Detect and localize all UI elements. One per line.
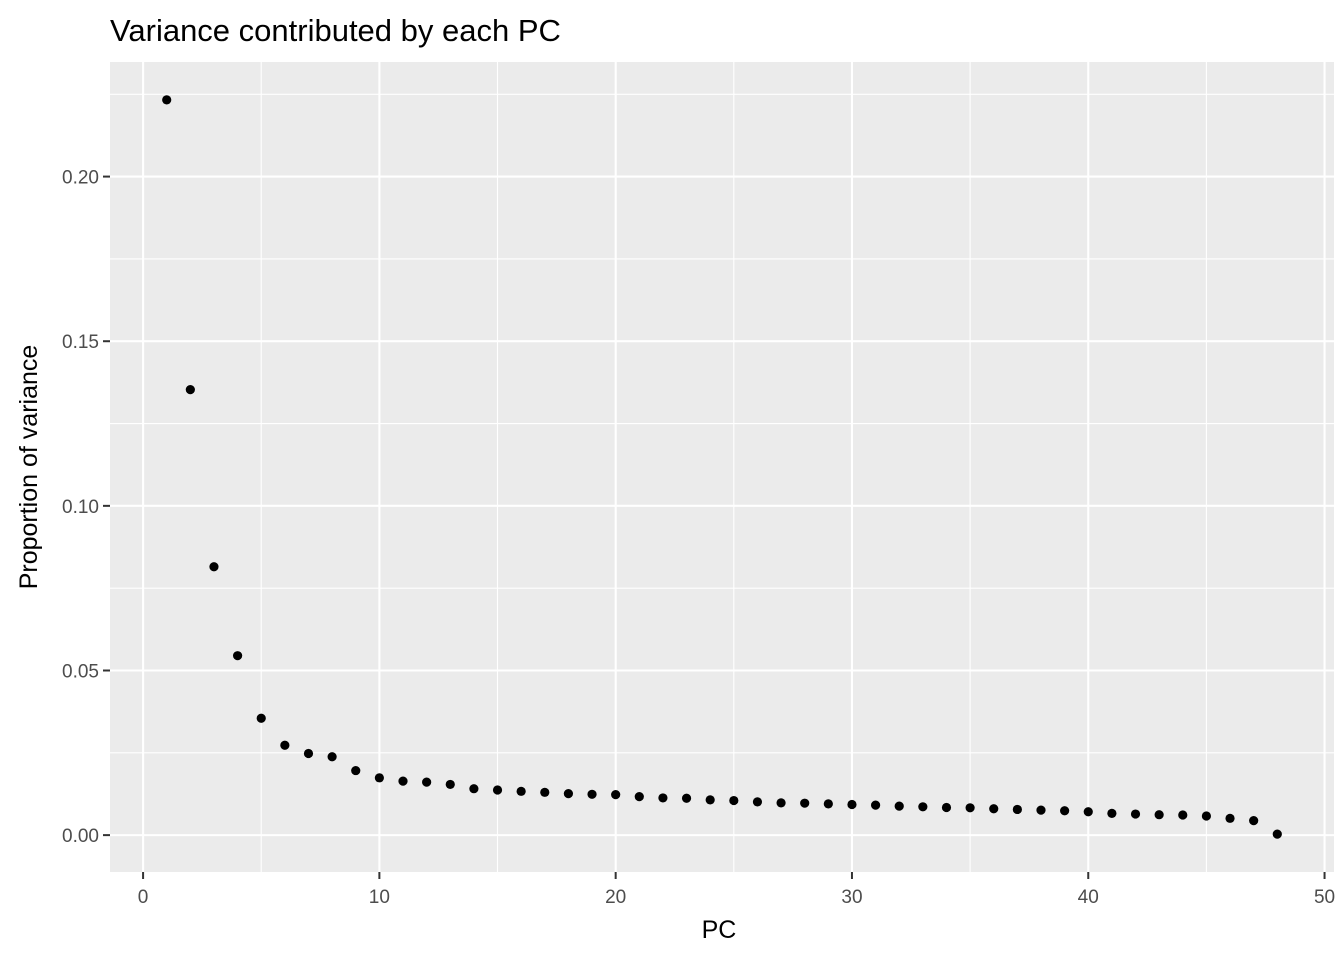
data-point: [634, 791, 644, 802]
chart-title: Variance contributed by each PC: [110, 13, 561, 48]
data-point: [1249, 816, 1259, 826]
data-point: [894, 801, 904, 811]
data-point: [587, 789, 597, 799]
data-point: [280, 740, 290, 750]
y-tick-label: 0.00: [62, 826, 99, 847]
x-tick-label: 0: [138, 887, 149, 908]
data-point: [989, 804, 999, 814]
x-tick-label: 50: [1314, 887, 1335, 908]
data-point: [1130, 809, 1141, 819]
data-point: [1272, 829, 1282, 839]
data-point: [232, 651, 243, 661]
data-point: [611, 790, 621, 800]
data-point: [303, 748, 314, 759]
data-point: [729, 795, 739, 806]
data-point: [1154, 810, 1164, 820]
data-point: [1107, 808, 1117, 818]
data-point: [185, 385, 195, 395]
data-point: [1060, 806, 1070, 816]
y-tick-label: 0.05: [62, 661, 99, 682]
plot-panel: [110, 62, 1334, 872]
data-point: [800, 798, 810, 808]
data-point: [516, 786, 526, 796]
y-tick-label: 0.15: [62, 332, 99, 353]
data-point: [1201, 811, 1212, 821]
y-axis: 0.00 0.05 0.10 0.15 0.20: [62, 168, 110, 847]
data-point: [1083, 807, 1093, 817]
data-point: [1225, 813, 1235, 823]
data-point: [681, 793, 692, 803]
data-point: [752, 797, 763, 807]
data-point: [398, 776, 408, 786]
x-axis-title: PC: [702, 916, 737, 944]
data-points: [162, 95, 1282, 839]
y-axis-title: Proportion of variance: [15, 345, 43, 590]
data-point: [445, 779, 455, 790]
y-tick-label: 0.20: [62, 168, 99, 189]
data-point: [1012, 804, 1022, 815]
data-point: [847, 799, 857, 810]
data-point: [1036, 805, 1046, 815]
data-point: [327, 752, 337, 762]
data-point: [422, 777, 432, 787]
minor-gridlines: [110, 62, 1334, 872]
major-gridlines: [110, 62, 1334, 872]
data-point: [374, 773, 384, 783]
data-point: [870, 800, 881, 810]
data-point: [209, 562, 219, 572]
data-point: [918, 802, 928, 812]
data-point: [540, 787, 550, 797]
data-point: [256, 713, 266, 723]
data-point: [563, 789, 574, 799]
x-axis: 0 10 20 30 40 50: [138, 872, 1335, 908]
x-tick-label: 30: [841, 887, 862, 908]
data-point: [162, 95, 172, 105]
data-point: [1178, 810, 1188, 820]
data-point: [492, 785, 503, 795]
data-point: [941, 802, 952, 813]
y-tick-label: 0.10: [62, 497, 99, 518]
x-tick-label: 20: [605, 887, 626, 908]
data-point: [965, 803, 975, 813]
data-point: [469, 784, 479, 794]
data-point: [351, 765, 361, 776]
data-point: [658, 793, 668, 803]
data-point: [823, 799, 833, 809]
data-point: [776, 798, 786, 808]
x-tick-label: 10: [369, 887, 390, 908]
data-point: [705, 795, 715, 805]
x-tick-label: 40: [1078, 887, 1099, 908]
